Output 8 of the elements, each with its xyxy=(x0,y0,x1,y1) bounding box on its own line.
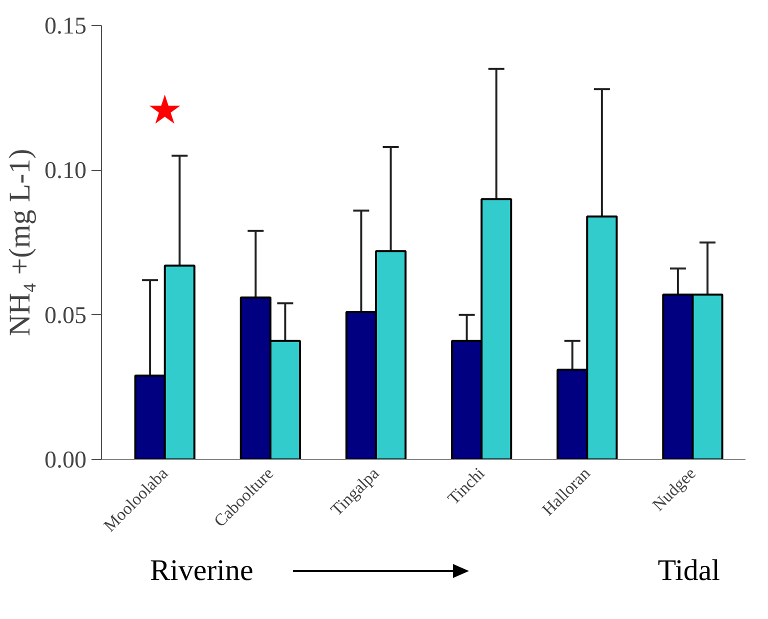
y-axis-title: NH₄ +(mg L-1) xyxy=(4,148,36,336)
y-tick-label: 0.15 xyxy=(44,14,86,40)
y-tick-label: 0.05 xyxy=(44,302,86,329)
text: Riverine xyxy=(150,553,254,589)
annotation: ★ xyxy=(146,88,183,134)
y-tick-label: 0.10 xyxy=(44,158,86,184)
y-tick-label: 0.00 xyxy=(44,448,86,474)
text: Tidal xyxy=(658,553,720,589)
